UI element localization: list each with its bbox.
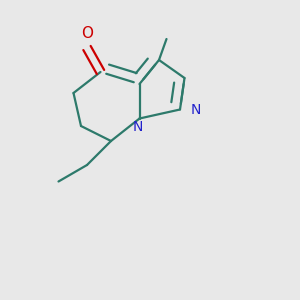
Text: N: N: [133, 120, 143, 134]
Text: O: O: [81, 26, 93, 40]
Text: N: N: [190, 103, 201, 116]
